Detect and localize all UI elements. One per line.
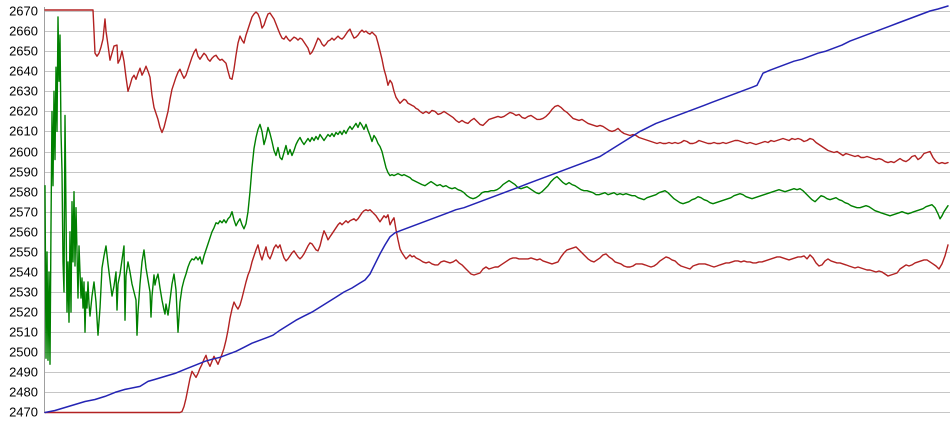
y-axis-tick-label: 2580	[9, 185, 38, 200]
series-green-line	[44, 16, 949, 365]
y-axis-tick-label: 2500	[9, 345, 38, 360]
y-axis-tick-label: 2620	[9, 104, 38, 119]
y-axis-tick-label: 2590	[9, 165, 38, 180]
y-axis-tick-label: 2480	[9, 385, 38, 400]
series-upper-red-line	[44, 9, 949, 165]
y-axis-tick-label: 2540	[9, 265, 38, 280]
series-lower-red-line	[44, 208, 949, 414]
y-axis-tick-label: 2520	[9, 305, 38, 320]
series-group	[44, 5, 949, 414]
y-axis-tick-label: 2640	[9, 64, 38, 79]
y-axis-tick-label: 2660	[9, 24, 38, 39]
y-axis-tick-label: 2650	[9, 44, 38, 59]
y-axis-tick-label: 2560	[9, 225, 38, 240]
y-axis-tick-label: 2610	[9, 124, 38, 139]
y-axis-tick-label: 2630	[9, 84, 38, 99]
y-axis-tick-label: 2670	[9, 4, 38, 19]
y-axis-tick-label: 2530	[9, 285, 38, 300]
y-axis-labels: 2670 2660 2650 2640 2630 2620 2610 2600 2590 2580…	[9, 4, 38, 420]
y-axis-tick-label: 2550	[9, 245, 38, 260]
series-blue-line	[44, 5, 949, 414]
y-axis-tick-label: 2510	[9, 325, 38, 340]
y-axis-tick-label: 2570	[9, 205, 38, 220]
y-axis-tick-label: 2490	[9, 365, 38, 380]
gridlines-group	[44, 7, 950, 413]
y-axis-tick-label: 2470	[9, 405, 38, 420]
y-axis-tick-label: 2600	[9, 145, 38, 160]
